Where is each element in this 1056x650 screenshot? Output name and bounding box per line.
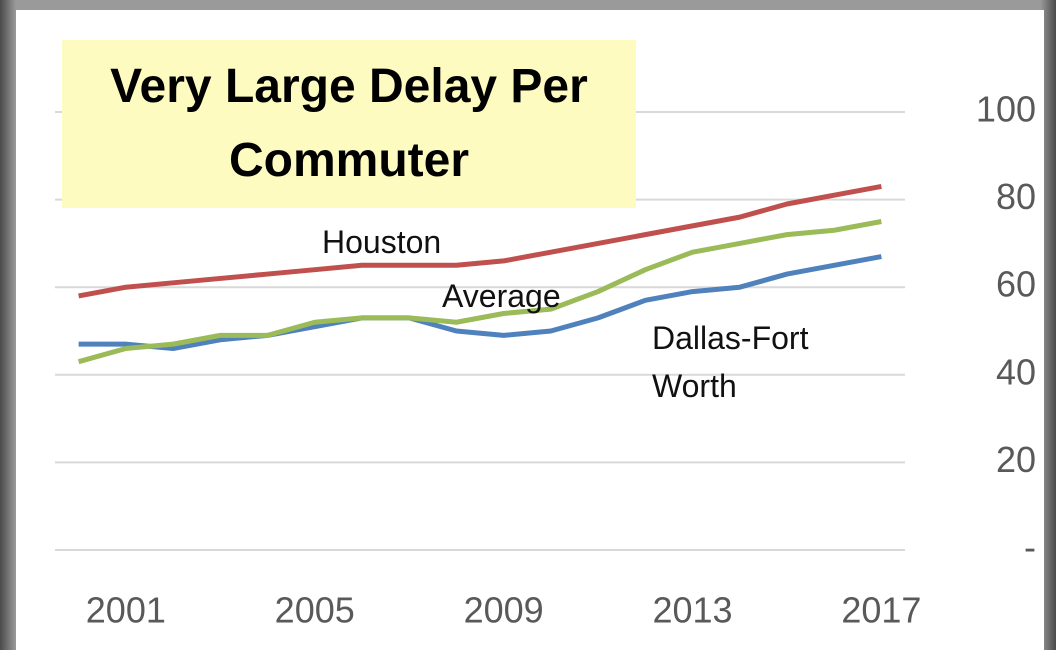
y-tick-label: 100 bbox=[976, 89, 1036, 130]
x-tick-label: 2009 bbox=[464, 590, 544, 631]
x-tick-label: 2005 bbox=[275, 590, 355, 631]
line-series bbox=[78, 184, 882, 299]
y-tick-label: 40 bbox=[996, 351, 1036, 392]
series-label: Dallas-Fort Worth bbox=[652, 320, 809, 404]
chart-title: Very Large Delay Per Commuter bbox=[62, 40, 636, 208]
series-label: Average bbox=[442, 278, 561, 314]
y-tick-label: - bbox=[1024, 527, 1036, 568]
x-tick-label: 2017 bbox=[841, 590, 921, 631]
y-tick-label: 60 bbox=[996, 264, 1036, 305]
series-label: Houston bbox=[322, 224, 442, 260]
x-tick-label: 2013 bbox=[652, 590, 732, 631]
x-tick-label: 2001 bbox=[86, 590, 166, 631]
y-tick-label: 20 bbox=[996, 439, 1036, 480]
line-series bbox=[78, 254, 882, 352]
y-tick-label: 80 bbox=[996, 176, 1036, 217]
line-series bbox=[77, 219, 882, 365]
